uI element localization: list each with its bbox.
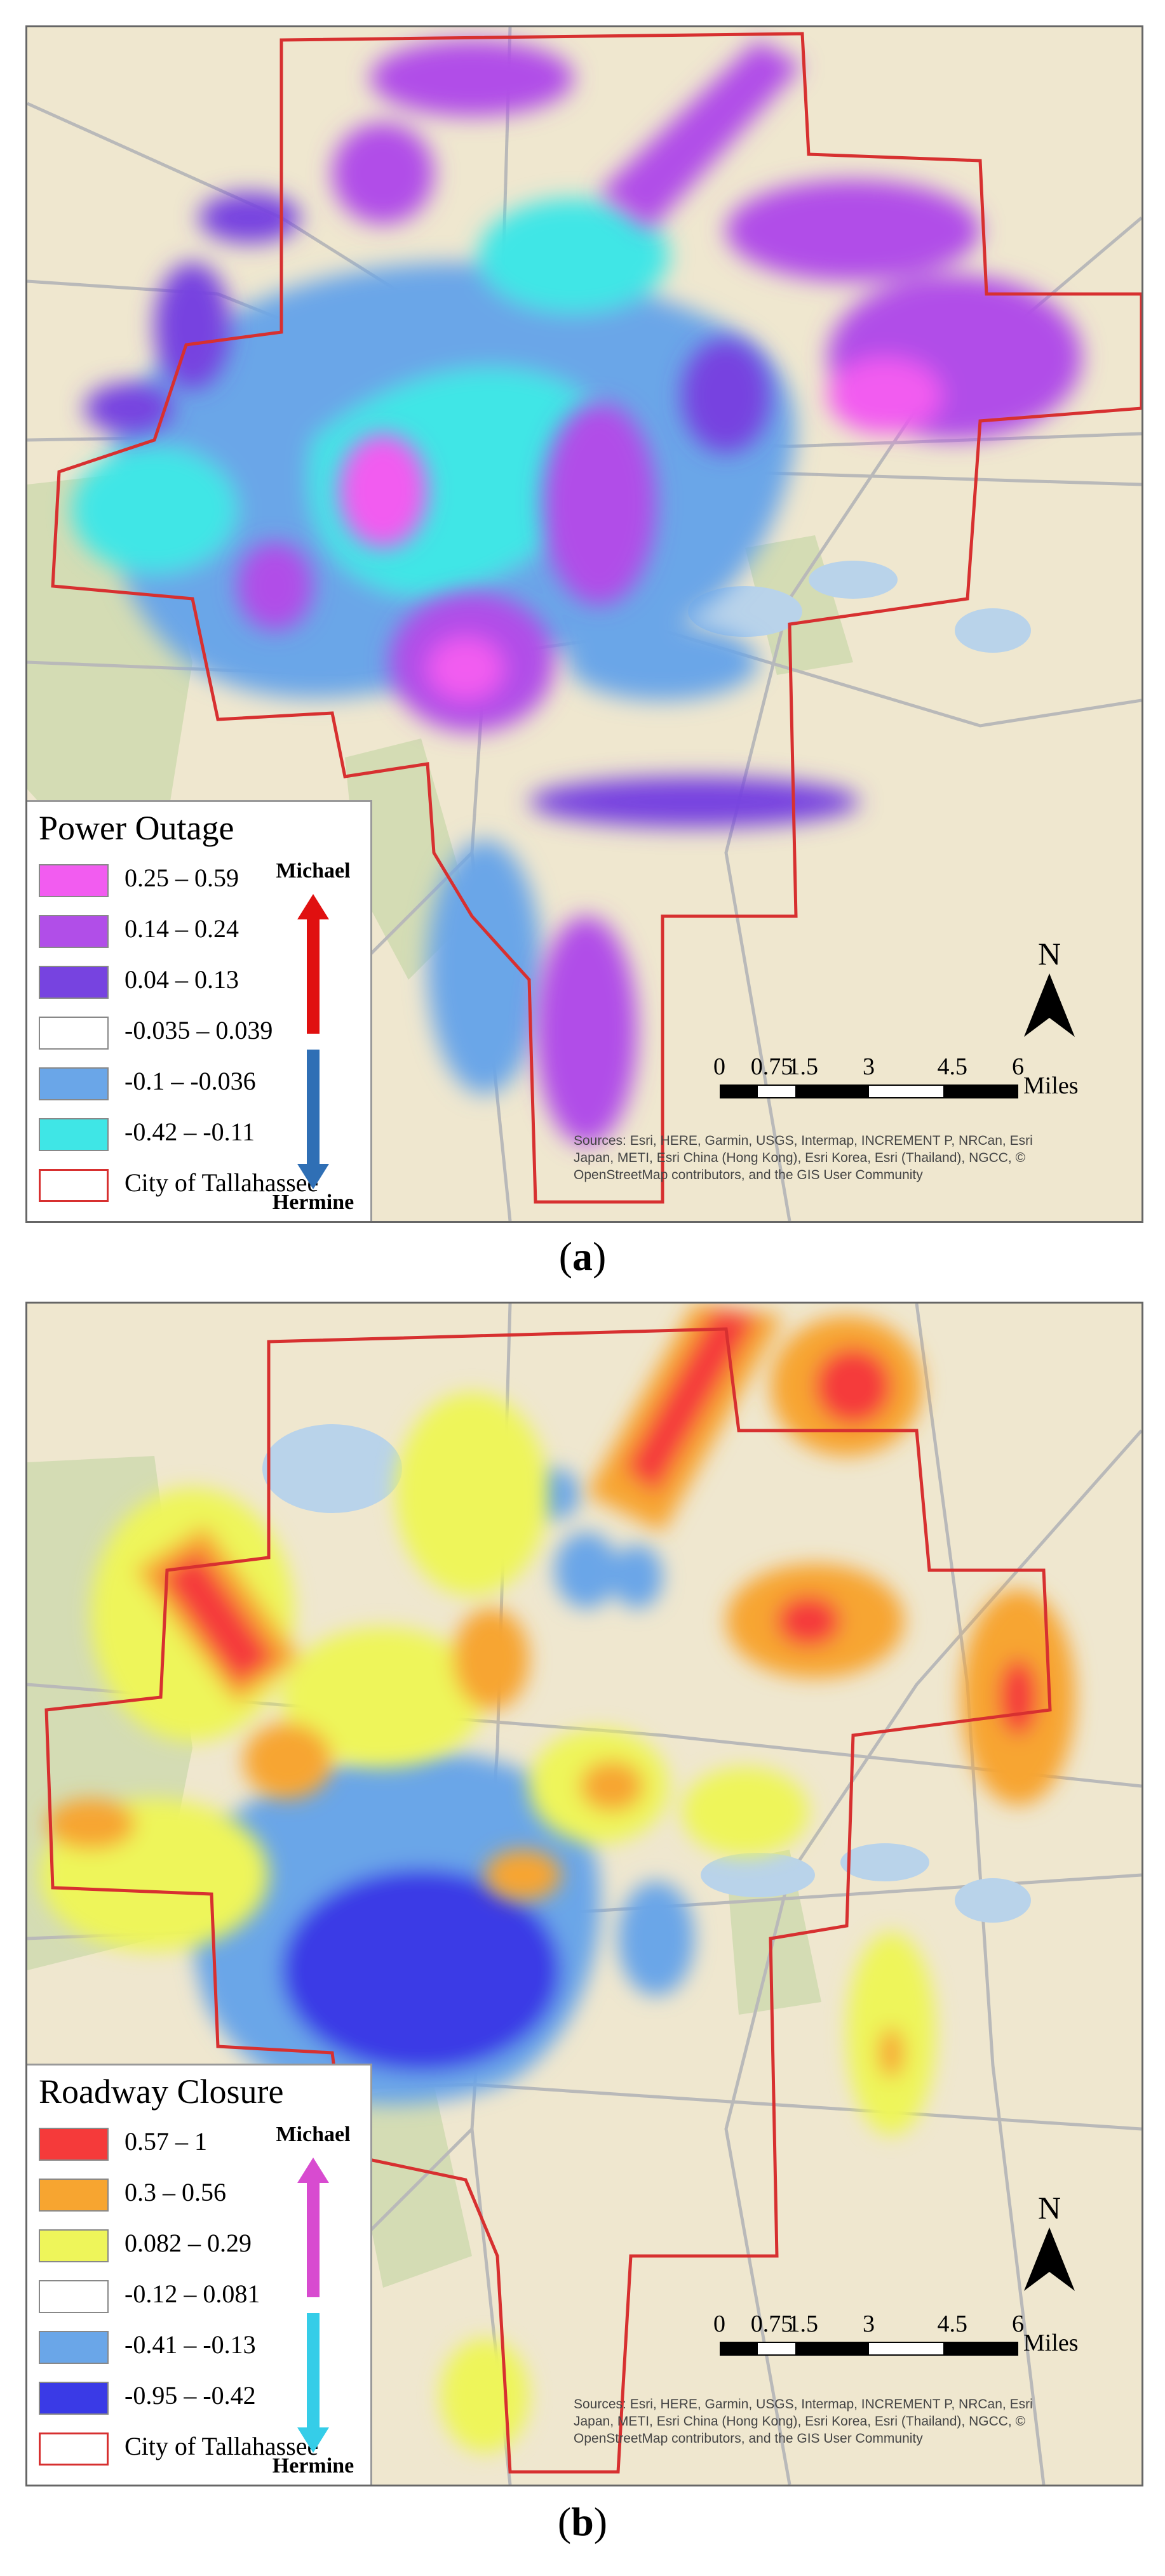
city-boundary (51, 32, 1141, 1204)
north-arrow-icon (1024, 2227, 1075, 2291)
north-arrow-icon (1024, 973, 1075, 1037)
arrow-top-label: Michael (276, 859, 351, 883)
gradient-arrow: Michael Hermine (269, 2123, 358, 2478)
legend-swatch (39, 2179, 109, 2212)
legend-row: -0.42 – -0.11 (39, 1113, 306, 1152)
legend-swatch (39, 1169, 109, 1202)
power-outage-hotspots (84, 40, 1082, 1145)
scale-tick-label: 3 (863, 2311, 875, 2337)
legend-row: City of Tallahassee (39, 2427, 318, 2467)
legend-label: 0.25 – 0.59 (125, 864, 239, 892)
scale-bar-graphic (720, 1084, 1018, 1098)
legend-swatch (39, 1118, 109, 1151)
legend-label: -0.035 – 0.039 (125, 1016, 273, 1044)
legend-row: -0.41 – -0.13 (39, 2326, 306, 2365)
power-outage-map-panel: Power Outage 0.25 – 0.59 0.14 – 0.24 0.04 … (25, 25, 1143, 1223)
arrow-bottom-label: Hermine (272, 2454, 354, 2478)
scale-tick-label: 3 (863, 1053, 875, 1080)
legend-row: -0.035 – 0.039 (39, 1011, 306, 1051)
legend-swatch (39, 2280, 109, 2313)
legend-label: -0.1 – -0.036 (125, 1067, 256, 1095)
double-arrow-icon (297, 894, 329, 1189)
legend-title: Roadway Closure (39, 2072, 284, 2111)
power-outage-legend: Power Outage 0.25 – 0.59 0.14 – 0.24 0.04 … (27, 800, 372, 1221)
double-arrow-icon (297, 2158, 329, 2453)
legend-label: -0.95 – -0.42 (125, 2381, 256, 2410)
legend-row: City of Tallahassee (39, 1164, 318, 1203)
roadway-closure-hotspots (40, 1304, 1075, 2453)
legend-label: 0.3 – 0.56 (125, 2178, 226, 2206)
legend-label: City of Tallahassee (125, 2432, 319, 2460)
legend-swatch (39, 2382, 109, 2415)
legend-label: 0.082 – 0.29 (125, 2229, 252, 2257)
legend-row: -0.95 – -0.42 (39, 2377, 306, 2416)
legend-swatch (39, 966, 109, 999)
roadway-closure-legend: Roadway Closure 0.57 – 1 0.3 – 0.56 0.082 … (27, 2064, 372, 2485)
caption-b: (b) (557, 2499, 608, 2544)
legend-swatch (39, 1017, 109, 1050)
legend-swatch (39, 2331, 109, 2364)
legend-title: Power Outage (39, 809, 234, 847)
arrow-top-label: Michael (276, 2123, 351, 2146)
north-arrow: N (1014, 2189, 1084, 2297)
scale-unit: Miles (1023, 2330, 1079, 2356)
legend-row: 0.3 – 0.56 (39, 2173, 306, 2213)
north-arrow: N (1014, 935, 1084, 1043)
legend-row: 0.04 – 0.13 (39, 961, 306, 1000)
legend-swatch (39, 2128, 109, 2161)
scale-tick-label: 6 (1012, 1053, 1024, 1080)
legend-label: 0.57 – 1 (125, 2127, 207, 2156)
arrow-bottom-label: Hermine (272, 1191, 354, 1214)
north-label: N (1037, 936, 1061, 971)
city-boundary (44, 1327, 1052, 2474)
scale-tick-label: 6 (1012, 2311, 1024, 2337)
roadway-closure-map-panel: Roadway Closure 0.57 – 1 0.3 – 0.56 0.082 … (25, 1302, 1143, 2486)
legend-label: -0.42 – -0.11 (125, 1118, 255, 1146)
scale-tick-label: 0 (713, 2311, 725, 2337)
scale-tick-label: 4.5 (937, 1053, 968, 1080)
north-label: N (1037, 2190, 1061, 2226)
legend-row: -0.12 – 0.081 (39, 2275, 306, 2314)
legend-swatch (39, 2229, 109, 2262)
legend-label: -0.12 – 0.081 (125, 2279, 260, 2308)
scale-bar: 0 0.75 1.5 3 4.5 6 Miles (713, 2310, 1079, 2367)
caption-a: (a) (558, 1234, 607, 1279)
gradient-arrow: Michael Hermine (269, 859, 358, 1215)
legend-row: 0.25 – 0.59 (39, 859, 306, 898)
legend-row: 0.082 – 0.29 (39, 2224, 306, 2264)
legend-swatch (39, 1067, 109, 1100)
legend-row: -0.1 – -0.036 (39, 1062, 306, 1102)
legend-row: 0.57 – 1 (39, 2123, 306, 2162)
legend-label: City of Tallahassee (125, 1168, 319, 1197)
map-attribution: Sources: Esri, HERE, Garmin, USGS, Inter… (574, 1133, 1033, 1182)
scale-tick-label: 1.5 (788, 2311, 819, 2337)
scale-tick-label: 1.5 (788, 1053, 819, 1080)
legend-label: -0.41 – -0.13 (125, 2330, 256, 2359)
legend-label: 0.14 – 0.24 (125, 914, 239, 943)
roadway-closure-map (27, 1304, 1141, 2485)
scale-tick-label: 0.75 (750, 2311, 793, 2337)
scale-bar: 0 0.75 1.5 3 4.5 6 Miles (713, 1053, 1079, 1110)
legend-row: 0.14 – 0.24 (39, 910, 306, 949)
legend-swatch (39, 2433, 109, 2466)
scale-bar-graphic (720, 2342, 1018, 2356)
scale-tick-label: 0.75 (750, 1053, 793, 1080)
scale-tick-label: 0 (713, 1053, 725, 1080)
map-attribution: Sources: Esri, HERE, Garmin, USGS, Inter… (574, 2397, 1033, 2446)
scale-tick-label: 4.5 (937, 2311, 968, 2337)
legend-swatch (39, 864, 109, 897)
scale-unit: Miles (1023, 1072, 1079, 1099)
legend-swatch (39, 915, 109, 948)
legend-label: 0.04 – 0.13 (125, 965, 239, 994)
